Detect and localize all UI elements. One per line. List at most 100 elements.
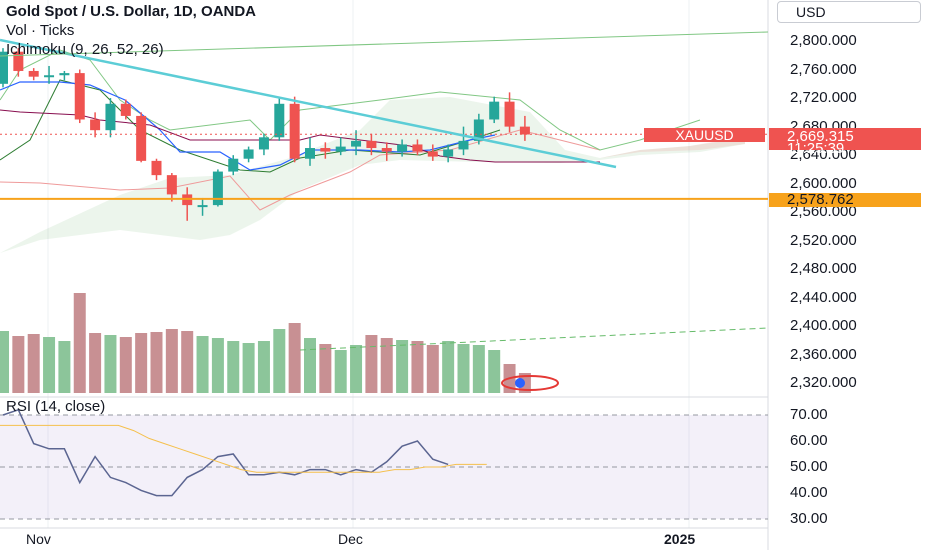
candle-body <box>197 205 208 208</box>
volume-bar <box>488 350 501 393</box>
candle-body <box>151 160 162 176</box>
volume-bar <box>12 336 25 393</box>
candle-body <box>443 149 454 157</box>
candle-body <box>59 73 70 76</box>
volume-bar <box>181 331 194 393</box>
volume-indicator-label[interactable]: Vol · Ticks <box>6 22 75 39</box>
volume-bar <box>135 333 148 393</box>
volume-bar <box>227 341 240 393</box>
flag-icon <box>515 378 525 388</box>
price-axis-label: 2,560.000 <box>790 203 857 221</box>
economic-events-icon <box>501 375 559 391</box>
rsi-line <box>2 408 449 497</box>
horizontal-line-price-tag: 2,578.762 <box>769 192 921 207</box>
time-label-2025: 2025 <box>664 531 696 547</box>
rsi-axis-label: 60.00 <box>790 432 828 449</box>
volume-bar <box>304 338 316 393</box>
price-axis-label: 2,800.000 <box>790 32 857 49</box>
candle-body <box>0 51 8 84</box>
candle-body <box>13 51 24 71</box>
candle-body <box>258 137 269 150</box>
candle-body <box>504 101 515 127</box>
last-price-value: 2,669.315 <box>787 128 854 145</box>
candle-body <box>320 148 331 152</box>
candle-body <box>228 158 239 172</box>
candle-body <box>519 126 530 135</box>
price-axis-label: 2,400.000 <box>790 317 857 335</box>
volume-bar <box>58 341 71 393</box>
ichimoku-cloud-green <box>0 97 745 253</box>
volume-bar <box>119 337 132 393</box>
candle-body <box>212 171 223 206</box>
candle-body <box>412 144 423 152</box>
volume-bar <box>43 337 56 393</box>
ichimoku-indicator-label[interactable]: Ichimoku (9, 26, 52, 26) <box>6 41 164 58</box>
volume-bar <box>457 344 470 393</box>
candle-body <box>120 103 131 116</box>
volume-bar <box>426 345 439 393</box>
symbol-title[interactable]: Gold Spot / U.S. Dollar, 1D, OANDA <box>6 3 257 20</box>
volume-ma-line <box>299 327 769 351</box>
candle-body <box>473 119 484 141</box>
rsi-axis-label: 40.00 <box>790 484 828 501</box>
volume-bar <box>442 341 455 393</box>
volume-bar <box>350 345 363 393</box>
price-axis-label: 2,360.000 <box>790 345 857 363</box>
price-axis-label: 2,600.000 <box>790 174 857 192</box>
candle-body <box>427 151 438 157</box>
volume-bar <box>288 323 301 393</box>
price-axis-label: 2,760.000 <box>790 60 857 78</box>
rsi-axis-label: 70.00 <box>790 406 828 423</box>
volume-bar <box>411 341 424 393</box>
trend-line-descending <box>0 38 617 169</box>
candle-body <box>351 140 362 147</box>
rsi-axis-label: 30.00 <box>790 510 828 527</box>
volume-bar <box>242 343 255 393</box>
candle-body <box>489 101 500 120</box>
candle-body <box>397 144 408 152</box>
rsi-axis-label: 50.00 <box>790 458 828 475</box>
last-price-tag: 2,669.315 11:25:39 <box>769 128 921 156</box>
candle-body <box>44 75 55 78</box>
candle-body <box>289 103 300 159</box>
candle-body <box>243 149 254 159</box>
time-label-nov: Nov <box>26 531 51 547</box>
price-axis-label: 2,520.000 <box>790 231 857 249</box>
volume-bar <box>365 335 378 393</box>
volume-bar <box>104 335 117 393</box>
ichimoku-cloud-red <box>600 136 745 158</box>
candle-body <box>381 148 392 152</box>
volume-bar <box>73 293 86 393</box>
chart-legend: Gold Spot / U.S. Dollar, 1D, OANDA Vol ·… <box>6 2 256 59</box>
candle-body <box>166 175 177 195</box>
symbol-price-tag: XAUUSD <box>644 128 765 142</box>
price-axis-label: 2,720.000 <box>790 89 857 107</box>
price-axis-label: 2,320.000 <box>790 374 857 392</box>
rsi-ma-line <box>0 424 487 473</box>
candle-body <box>458 140 469 150</box>
volume-bar <box>396 340 409 393</box>
candle-body <box>335 146 346 152</box>
volume-bar <box>150 332 163 393</box>
volume-bar <box>0 331 9 393</box>
price-axis-label: 2,440.000 <box>790 288 857 306</box>
volume-bar <box>211 338 224 393</box>
volume-bar <box>89 333 102 393</box>
price-axis-label: 2,480.000 <box>790 260 857 278</box>
rsi-indicator-label[interactable]: RSI (14, close) <box>6 398 106 415</box>
candle-body <box>28 70 39 77</box>
candle-body <box>366 140 377 149</box>
volume-bar <box>273 329 286 393</box>
currency-button[interactable]: USD <box>777 1 921 23</box>
candle-body <box>274 103 285 138</box>
bar-countdown: 11:25:39 <box>787 140 845 157</box>
volume-bar <box>334 350 347 393</box>
trend-line-upper <box>0 31 769 57</box>
volume-bar <box>380 338 393 393</box>
volume-bar <box>319 344 332 393</box>
price-axis-label: 2,640.000 <box>790 146 857 164</box>
volume-bar <box>165 329 178 393</box>
volume-bar <box>27 334 40 393</box>
candle-body <box>305 148 315 159</box>
